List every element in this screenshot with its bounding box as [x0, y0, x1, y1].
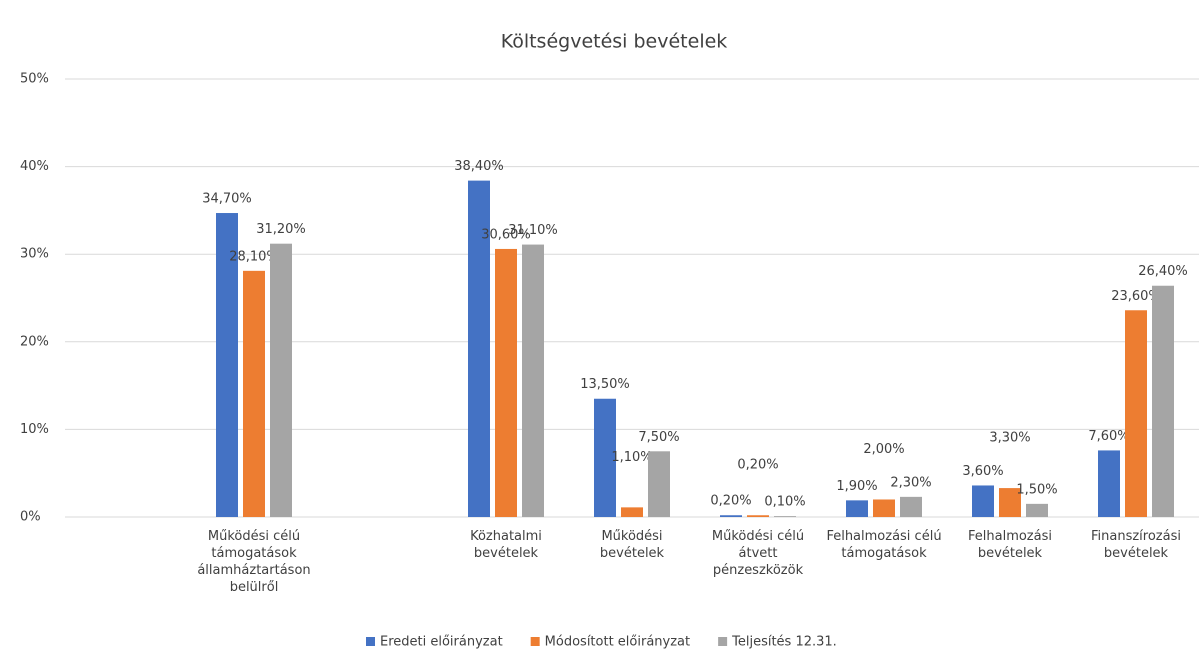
value-label: 38,40% [454, 159, 504, 174]
y-tick-label: 10% [20, 422, 49, 437]
x-tick-label: Felhalmozási célú támogatások [826, 529, 942, 561]
bar [594, 398, 616, 517]
x-tick-label: Működési bevételek [599, 529, 665, 561]
legend-label: Módosított előirányzat [545, 635, 690, 650]
bar [243, 270, 265, 517]
value-label: 7,50% [638, 430, 679, 445]
bar [1026, 503, 1048, 517]
value-label: 0,20% [737, 458, 778, 473]
bar [873, 499, 895, 517]
bar [774, 516, 796, 517]
value-label: 34,70% [202, 192, 252, 207]
bar [972, 485, 994, 517]
y-tick-label: 0% [20, 510, 41, 525]
bar [846, 500, 868, 517]
chart-title: Költségvetési bevételek [501, 31, 728, 53]
legend-label: Eredeti előirányzat [380, 635, 503, 650]
legend-swatch [530, 637, 540, 646]
bar [270, 243, 292, 518]
x-tick-label: Közhatalmi bevételek [470, 529, 542, 561]
value-label: 7,60% [1088, 429, 1129, 444]
y-tick-label: 30% [20, 247, 49, 262]
x-tick-label: Finanszírozási bevételek [1091, 529, 1181, 561]
bar [468, 180, 490, 517]
bar [1098, 450, 1120, 517]
value-label: 31,20% [256, 222, 306, 237]
value-label: 26,40% [1138, 264, 1188, 279]
value-label: 3,60% [962, 464, 1003, 479]
legend-swatch [718, 637, 728, 646]
value-label: 31,10% [508, 223, 558, 238]
bar [648, 451, 670, 517]
value-label: 23,60% [1111, 289, 1161, 304]
value-label: 1,10% [611, 450, 652, 465]
bar [495, 248, 517, 517]
bar [720, 515, 742, 517]
bar [216, 213, 238, 517]
bar [522, 244, 544, 517]
legend-label: Teljesítés 12.31. [731, 635, 837, 650]
value-label: 1,90% [836, 479, 877, 494]
value-label: 1,50% [1016, 482, 1057, 497]
bar [747, 515, 769, 517]
value-label: 2,00% [863, 442, 904, 457]
y-tick-label: 50% [20, 72, 49, 87]
bar [1152, 285, 1174, 517]
bar [900, 496, 922, 517]
value-label: 0,20% [710, 494, 751, 509]
value-label: 28,10% [229, 249, 279, 264]
value-label: 13,50% [580, 377, 630, 392]
bar [621, 507, 643, 517]
bar [1125, 310, 1147, 517]
value-label: 0,10% [764, 495, 805, 510]
bar [999, 488, 1021, 517]
legend-swatch [366, 637, 375, 646]
x-tick-label: Felhalmozási bevételek [968, 529, 1052, 561]
y-tick-label: 20% [20, 334, 49, 349]
y-tick-label: 40% [20, 159, 49, 174]
x-tick-label: Működési célú átvett pénzeszközök [711, 529, 805, 578]
value-label: 30,60% [481, 227, 531, 242]
value-label: 2,30% [890, 475, 931, 490]
value-label: 3,30% [989, 431, 1030, 446]
x-tick-label: Működési célú támogatások államháztartás… [197, 529, 311, 595]
